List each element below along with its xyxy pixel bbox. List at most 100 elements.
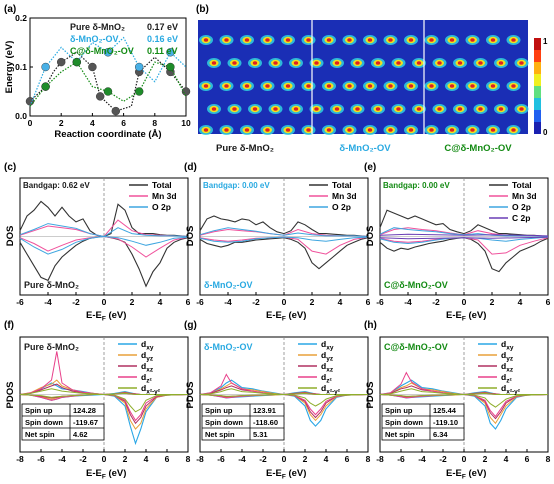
density-blob [314,107,319,111]
legend-label: Pure δ-MnO₂ [70,22,125,32]
x-axis-label: E-EF (eV) [266,310,306,323]
spin-row-value: 6.34 [433,430,448,439]
bandgap-label: Bandgap: 0.00 eV [203,181,270,190]
x-axis-label: E-EF (eV) [266,468,306,481]
series-line [19,235,189,255]
density-blob [232,107,237,111]
density-blob [355,61,360,65]
series-line [379,233,549,237]
spin-row-value: 124.28 [73,406,96,415]
x-tick-label: 2 [483,454,488,464]
legend-value: 0.16 eV [147,34,178,44]
x-axis-label: Reaction coordinate (Å) [54,129,161,140]
density-blob [429,84,434,88]
panel-label-b: (b) [196,4,209,15]
x-tick-label: 4 [324,454,329,464]
density-blob [355,107,360,111]
legend-label: dyz [141,350,154,363]
x-tick-label: -4 [58,454,66,464]
panel-a: (a) 0 2 4 6 8 10 0.0 0.1 0.2 Reaction coordinate (… [4,4,191,140]
density-blob [408,38,414,42]
density-blob [470,84,475,88]
x-tick-label: 2 [130,297,135,307]
density-blob [293,61,299,65]
legend-label: dx²-y² [501,383,521,396]
data-point [88,62,97,72]
data-point [57,57,66,67]
x-tick-label: 2 [490,297,495,307]
panel-label-a: (a) [4,4,16,15]
colorbar-segment [534,98,541,110]
spin-row-value: -119.67 [73,418,98,427]
x-tick-label: 4 [158,297,163,307]
density-blob [437,107,442,111]
density-blob [470,128,475,132]
spin-row-value: 125.44 [433,406,457,415]
legend-label: dz² [501,372,512,385]
density-blob [457,107,463,111]
legend-label: dxy [501,339,514,352]
legend-value: 0.11 eV [147,46,178,56]
density-blob [232,61,237,65]
x-tick-label: 2 [59,118,64,128]
density-blob [490,128,496,132]
bandgap-label: Bandgap: 0.62 eV [23,181,90,190]
legend-value: 0.17 eV [147,22,178,32]
panel-dos-0: (c) -6 -4 -2 0 2 4 6 Bandgap: 0.62 eV Pure δ-MnO₂… [4,162,191,323]
system-name: C@δ-MnO₂-OV [384,280,448,290]
x-tick-label: 6 [121,118,126,128]
density-blob [388,84,393,88]
density-blob [203,38,209,42]
series-line [379,236,549,240]
density-blob [490,84,496,88]
density-blob [326,84,332,88]
x-tick-label: -2 [432,297,440,307]
y-tick-label: 0.2 [15,13,27,23]
panel-pdos-1: (g) -8 -6 -4 -2 0 2 4 6 8 δ-MnO₂-OV dxydyzdxzdz²dx²… [184,320,371,481]
x-tick-label: -2 [72,297,80,307]
density-blob [203,128,209,132]
legend-label: Mn 3d [512,191,537,201]
spin-row-value: 123.91 [253,406,276,415]
density-blob [265,38,270,42]
x-tick-label: 8 [366,454,371,464]
x-tick-label: -6 [376,297,384,307]
density-blob [375,107,381,111]
density-blob [375,61,381,65]
data-point [111,106,121,116]
colorbar-segment [534,38,541,50]
spin-table [201,403,285,441]
series-line [199,394,369,407]
legend-label: dxz [321,361,334,374]
colorbar-max: 1 [543,37,548,46]
y-axis-label: DOS [185,226,196,247]
colorbar: 10 [534,37,548,137]
x-tick-label: 8 [152,118,157,128]
density-blob [244,38,250,42]
series-line [379,227,549,237]
x-tick-label: -8 [16,454,24,464]
legend-label: dxy [321,339,334,352]
density-blob [334,61,340,65]
colorbar-segment [534,86,541,98]
density-blob [457,61,463,65]
spin-row-label: Net spin [25,430,55,439]
density-blob [224,84,229,88]
density-blob [244,84,250,88]
data-point [181,87,191,96]
x-tick-label: 6 [165,454,170,464]
density-blob [224,128,229,132]
x-tick-label: -4 [238,454,246,464]
legend-label: dx²-y² [141,383,161,396]
x-tick-label: 8 [546,454,551,464]
legend-label: Total [332,180,352,190]
axes-frame [29,17,187,117]
legend-label: dx²-y² [321,383,341,396]
legend-label: dz² [321,372,332,385]
x-tick-label: -4 [44,297,52,307]
density-blob [224,38,229,42]
panel-dos-2: (e) -6 -4 -2 0 2 4 6 Bandgap: 0.00 eV C@δ-MnO₂-OV… [364,162,551,323]
density-blob [293,107,299,111]
x-axis-label: E-EF (eV) [446,468,486,481]
